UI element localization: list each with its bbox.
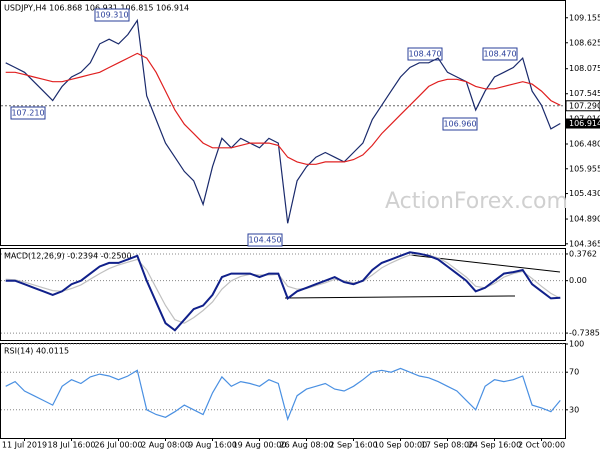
- y-tick-label: 0.00: [569, 276, 587, 285]
- y-tick-label: 108.075: [569, 64, 600, 73]
- panel-title: USDJPY,H4 106.868 106.931 106.815 106.91…: [4, 4, 189, 13]
- x-tick-label: 2 Aug 08:00: [141, 441, 190, 450]
- annotation: 107.210: [11, 109, 44, 118]
- x-tick-label: 10 Sep 00:00: [374, 441, 427, 450]
- x-tick-label: 2 Oct 00:00: [518, 441, 565, 450]
- y-tick-label: -0.7385: [569, 329, 600, 338]
- y-tick-label: 108.625: [569, 38, 600, 47]
- x-tick-label: 11 Jul 2019: [2, 441, 47, 450]
- watermark: ActionForex.com: [385, 189, 568, 214]
- y-tick-label: 30: [569, 405, 579, 414]
- x-tick-label: 2 Sep 16:00: [329, 441, 377, 450]
- x-tick-label: 26 Aug 08:00: [280, 441, 334, 450]
- x-tick-label: 17 Sep 08:00: [421, 441, 474, 450]
- y-tick-label: 105.955: [569, 164, 600, 173]
- series-line: [5, 18, 561, 224]
- x-tick-label: 9 Aug 16:00: [188, 441, 237, 450]
- price-panel: [0, 0, 566, 246]
- annotation-box: [407, 47, 443, 61]
- x-tick-label: 19 Aug 00:00: [233, 441, 287, 450]
- level-label: 107.290: [569, 101, 600, 110]
- series-line: [5, 251, 561, 332]
- x-tick-label: 18 Jul 16:00: [48, 441, 96, 450]
- y-tick-label: 0.3762: [569, 249, 597, 258]
- annotation: 104.450: [248, 236, 281, 245]
- last-label: 106.914: [569, 119, 600, 128]
- x-tick-label: 24 Sep 16:00: [468, 441, 521, 450]
- annotation: 108.470: [408, 50, 441, 59]
- y-tick-label: 109.155: [569, 13, 600, 22]
- x-tick-label: 26 Jul 00:00: [95, 441, 143, 450]
- rsi-panel: [0, 343, 566, 439]
- y-tick-label: 107.545: [569, 89, 600, 98]
- y-tick-label: 70: [569, 368, 579, 377]
- macd-panel: [0, 248, 566, 341]
- annotation-box: [482, 47, 518, 61]
- annotation: 109.310: [95, 11, 128, 20]
- y-tick-label: 105.430: [569, 189, 600, 198]
- annotation-box: [247, 233, 283, 247]
- level-box: [565, 100, 600, 112]
- annotation-box: [442, 117, 478, 131]
- series-line: [5, 253, 561, 324]
- annotation-box: [10, 106, 46, 120]
- annotation-box: [94, 8, 130, 22]
- annotation: 106.960: [443, 120, 476, 129]
- series-line: [5, 367, 561, 422]
- y-tick-label: 104.365: [569, 239, 600, 248]
- y-tick-label: 104.890: [569, 215, 600, 224]
- last-box: [566, 118, 600, 129]
- annotation: 108.470: [483, 50, 516, 59]
- series-line: [5, 52, 561, 165]
- y-tick-label: 100: [569, 340, 584, 349]
- panel-title: RSI(14) 40.0115: [4, 347, 69, 356]
- panel-title: MACD(12,26,9) -0.2394 -0.2500: [4, 252, 132, 261]
- trendline: [284, 295, 516, 299]
- y-tick-label: 106.480: [569, 140, 600, 149]
